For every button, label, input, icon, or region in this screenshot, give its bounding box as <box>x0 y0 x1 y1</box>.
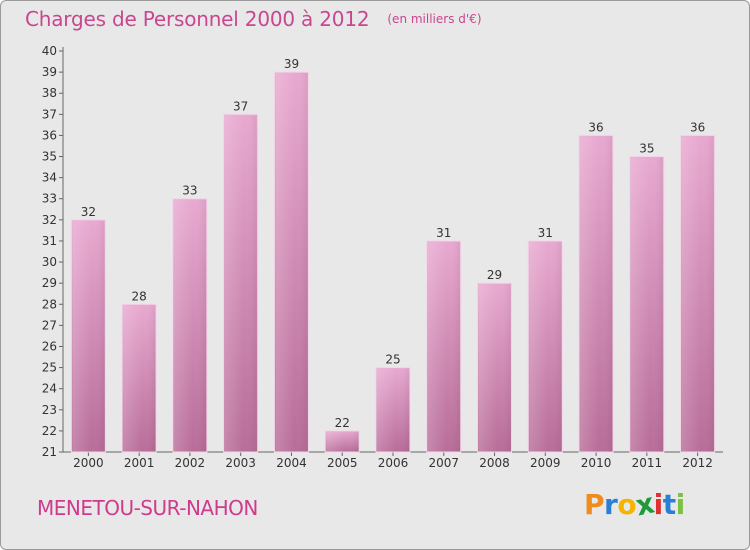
labels-group: 32 28 33 37 39 22 25 31 29 31 36 35 36 <box>81 57 706 430</box>
proxiti-logo: Proxiti <box>584 487 686 523</box>
data-label: 35 <box>639 142 654 156</box>
y-tick-label: 27 <box>42 318 57 332</box>
bar-2003 <box>223 113 259 453</box>
y-tick-label: 37 <box>42 107 57 121</box>
data-label: 37 <box>233 99 248 113</box>
y-tick-label: 25 <box>42 361 57 375</box>
y-tick-label: 35 <box>42 150 57 164</box>
data-label: 29 <box>487 268 502 282</box>
bar-2004 <box>273 71 309 453</box>
y-tick-label: 30 <box>42 255 57 269</box>
y-tick-label: 40 <box>42 44 57 58</box>
x-tick-label: 2003 <box>225 456 256 470</box>
bar-2005 <box>324 430 360 453</box>
y-tick-label: 24 <box>42 382 57 396</box>
bar-2012 <box>680 134 716 453</box>
data-label: 32 <box>81 205 96 219</box>
x-tick-label: 2011 <box>632 456 663 470</box>
chart-title-block: Charges de Personnel 2000 à 2012 (en mill… <box>25 7 482 31</box>
data-label: 36 <box>588 120 603 134</box>
data-label: 31 <box>538 226 553 240</box>
bar-2001 <box>121 303 157 453</box>
bars-group <box>70 71 716 453</box>
bar-2009 <box>527 240 563 453</box>
bar-highlight <box>427 241 460 452</box>
bar-highlight <box>478 284 511 452</box>
logo-letter: P <box>584 488 605 521</box>
data-label: 25 <box>385 353 400 367</box>
data-label: 22 <box>335 416 350 430</box>
data-label: 33 <box>182 184 197 198</box>
x-tick-label: 2004 <box>276 456 307 470</box>
y-tick-label: 32 <box>42 213 57 227</box>
y-tick-label: 39 <box>42 65 57 79</box>
bar-2006 <box>375 367 411 453</box>
y-tick-label: 22 <box>42 424 57 438</box>
bar-highlight <box>326 431 359 452</box>
bar-highlight <box>529 241 562 452</box>
logo-letter: i <box>675 488 686 521</box>
bar-highlight <box>173 199 206 452</box>
x-tick-label: 2010 <box>581 456 612 470</box>
bar-highlight <box>377 368 409 452</box>
y-tick-label: 36 <box>42 128 57 142</box>
x-tick-label: 2007 <box>428 456 459 470</box>
y-tick-label: 26 <box>42 339 57 353</box>
logo-letter: r <box>604 488 618 521</box>
x-tick-label: 2006 <box>378 456 409 470</box>
logo-letter: t <box>662 488 676 521</box>
bar-highlight <box>580 136 613 452</box>
x-tick-label: 2002 <box>175 456 206 470</box>
axes: 21 22 23 24 25 26 27 28 29 30 31 32 33 34 35 36 37 38 39 40… <box>42 44 723 470</box>
bar-highlight <box>72 220 105 452</box>
bar-highlight <box>630 157 663 453</box>
y-tick-label: 23 <box>42 403 57 417</box>
bar-2010 <box>578 134 614 453</box>
x-tick-label: 2008 <box>479 456 510 470</box>
data-label: 28 <box>132 289 147 303</box>
y-tick-label: 29 <box>42 276 57 290</box>
x-tick-label: 2005 <box>327 456 358 470</box>
place-name: MENETOU-SUR-NAHON <box>37 496 258 520</box>
x-tick-label: 2001 <box>124 456 155 470</box>
chart-unit-label: (en milliers d'€) <box>387 12 482 26</box>
chart-title: Charges de Personnel 2000 à 2012 <box>25 7 370 31</box>
bar-2000 <box>70 219 106 453</box>
bar-highlight <box>123 305 156 452</box>
y-tick-label: 34 <box>42 171 57 185</box>
y-tick-label: 38 <box>42 86 57 100</box>
y-tick-label: 21 <box>42 445 57 459</box>
y-tick-label: 31 <box>42 234 57 248</box>
data-label: 31 <box>436 226 451 240</box>
bar-2011 <box>629 156 665 453</box>
x-tick-label: 2009 <box>530 456 561 470</box>
data-label: 39 <box>284 57 299 71</box>
bar-highlight <box>275 73 308 453</box>
y-tick-label: 33 <box>42 192 57 206</box>
x-tick-label: 2000 <box>73 456 104 470</box>
bar-2007 <box>426 240 462 453</box>
data-label: 36 <box>690 120 705 134</box>
y-tick-label: 28 <box>42 297 57 311</box>
logo-letter: i <box>653 488 664 521</box>
bar-highlight <box>224 115 257 452</box>
x-tick-label: 2012 <box>682 456 713 470</box>
bar-highlight <box>681 136 714 452</box>
bar-2002 <box>172 198 208 453</box>
bar-2008 <box>477 282 513 453</box>
logo-letter: o <box>617 488 637 521</box>
